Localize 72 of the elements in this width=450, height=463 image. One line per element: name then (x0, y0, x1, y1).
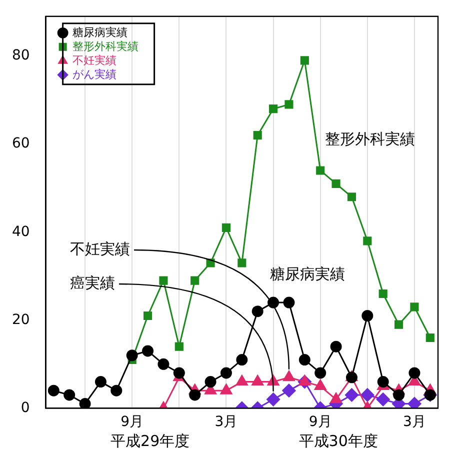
point (298, 354, 310, 366)
point (220, 367, 232, 379)
legend-label: 整形外科実績 (72, 40, 138, 53)
point (253, 130, 262, 140)
point (79, 398, 91, 408)
point (393, 389, 405, 401)
point (394, 320, 404, 329)
y-tick-label: 60 (12, 136, 30, 152)
point (316, 166, 325, 175)
point (347, 192, 356, 202)
point (282, 384, 296, 398)
point (314, 367, 326, 379)
point (190, 276, 200, 285)
point (266, 392, 280, 406)
point (268, 104, 278, 114)
point (284, 100, 294, 109)
point (360, 388, 374, 402)
point (48, 384, 60, 396)
point (64, 389, 76, 401)
point (204, 376, 216, 388)
point (426, 333, 434, 342)
point (159, 276, 168, 285)
x-tick-label: 3月 (403, 414, 426, 430)
point (236, 354, 248, 366)
point (300, 56, 309, 65)
x-tick-label: 9月 (120, 414, 144, 430)
annotation: 不妊実績 (70, 240, 130, 258)
point (298, 375, 311, 386)
x-tick-label: 3月 (214, 414, 238, 430)
y-tick-label: 0 (20, 400, 30, 416)
point (222, 223, 231, 232)
point (142, 345, 154, 357)
point (158, 358, 170, 370)
point (283, 370, 295, 382)
point (283, 296, 295, 308)
point (110, 384, 122, 396)
point (330, 340, 342, 352)
point (376, 392, 390, 406)
point (377, 376, 389, 388)
y-tick-label: 20 (12, 312, 30, 328)
point (189, 389, 201, 401)
point (363, 236, 372, 246)
x-tick-label: 9月 (308, 414, 332, 430)
point (220, 384, 232, 394)
point (332, 179, 340, 188)
text: 平成29年度 (110, 432, 190, 450)
point (174, 342, 184, 351)
point (236, 375, 248, 386)
point (344, 388, 358, 402)
point (330, 392, 342, 404)
annotation: 癌実績 (70, 274, 115, 292)
annotation: 整形外科実績 (325, 130, 415, 148)
legend-label: 不妊実績 (72, 54, 116, 67)
y-tick-label: 40 (12, 224, 30, 240)
point (410, 302, 419, 312)
point (252, 375, 264, 386)
annotation: 糖尿病実績 (270, 264, 345, 283)
point (143, 311, 152, 320)
point (378, 289, 388, 298)
point (362, 310, 374, 322)
point (252, 306, 264, 318)
point (94, 376, 106, 388)
text: 平成30年度 (298, 432, 378, 450)
point (173, 367, 185, 379)
point (314, 379, 326, 390)
legend-label: がん実績 (72, 68, 116, 81)
point (126, 350, 138, 362)
point (408, 367, 420, 379)
legend-label: 糖尿病実績 (72, 26, 128, 39)
point (238, 258, 246, 268)
y-tick-label: 80 (12, 48, 30, 64)
point (408, 397, 422, 408)
